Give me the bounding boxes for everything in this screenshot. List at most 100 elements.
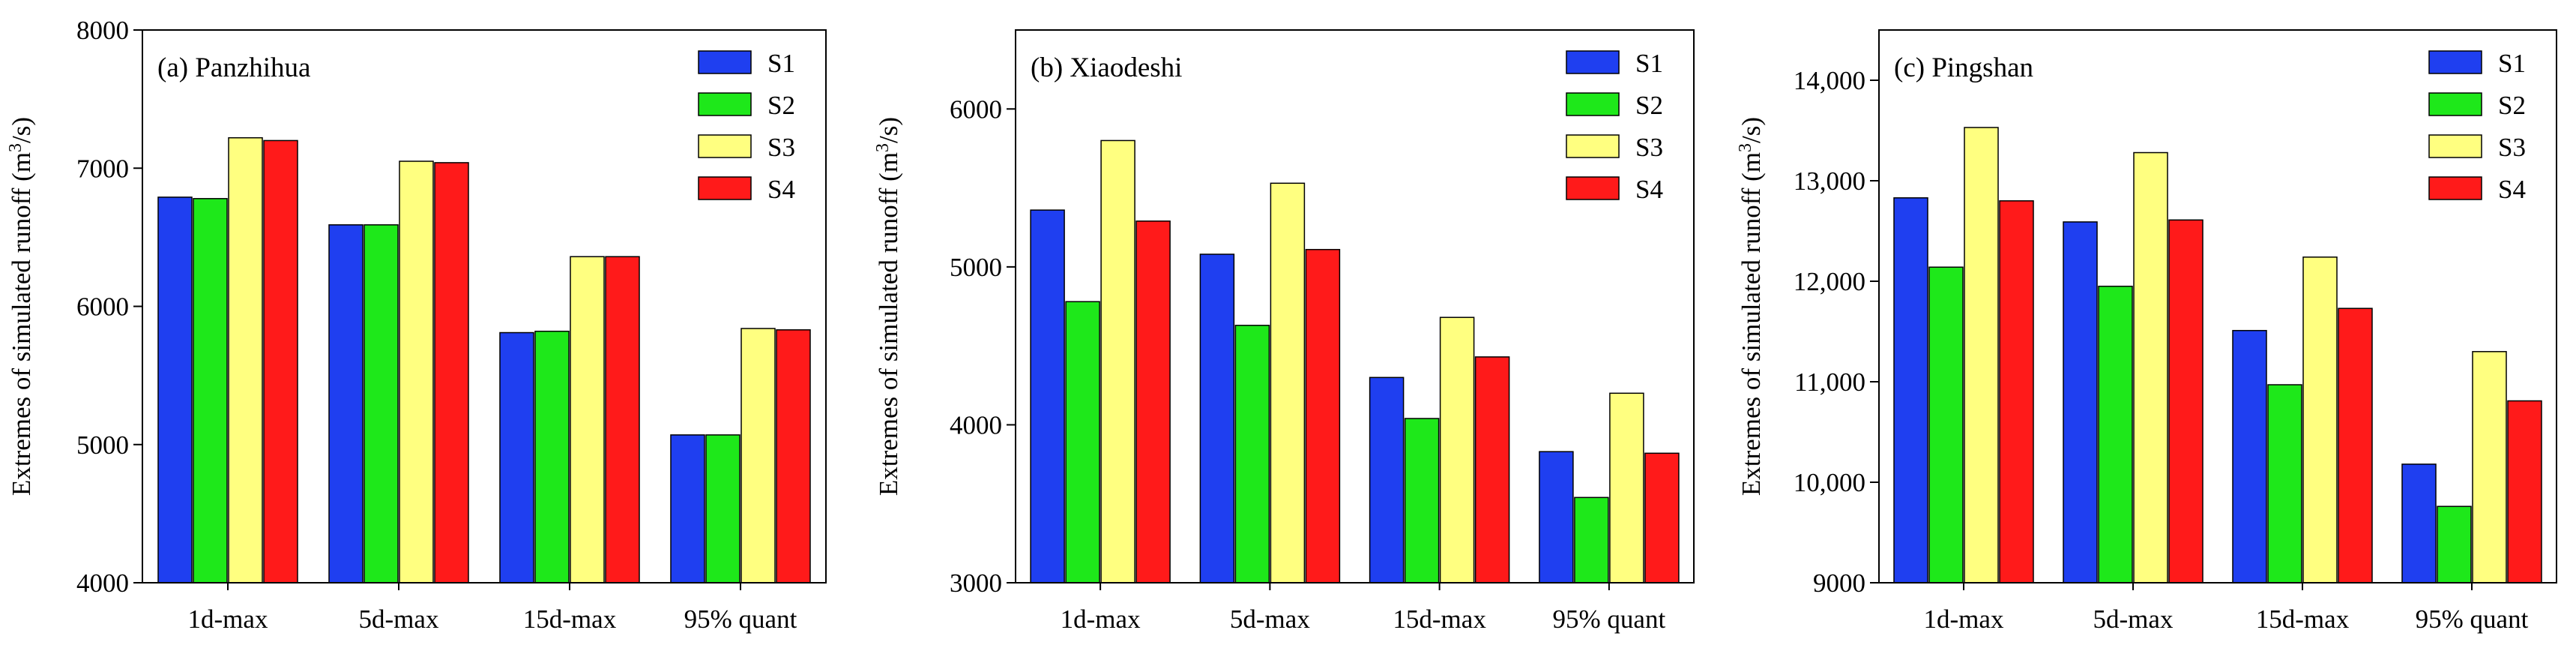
legend-swatch-s4 [2428,176,2482,200]
bar-s3-1 [1964,127,1999,584]
y-tick-label: 10,000 [1794,468,1865,497]
legend: S1 S2 S3 S4 [698,49,795,204]
x-tick-label: 5d-max [359,604,439,634]
bar-s3-4 [740,328,776,584]
bar-s1-2 [2063,221,2098,584]
y-tick-label: 3000 [950,568,1002,598]
y-axis-label: Extremes of simulated runoff (m3/s) [1736,117,1766,496]
legend-label-s2: S2 [1635,91,1663,120]
y-axis-label-unit: /s) [7,117,36,143]
legend-swatch-s3 [1566,134,1620,158]
x-tick-label: 1d-max [1924,604,2004,634]
bar-s4-2 [2168,219,2204,584]
bar-s1-2 [1199,254,1235,584]
legend-label-s2: S2 [767,91,795,120]
y-axis-label-sup: 3 [6,143,25,152]
bar-s3-2 [1270,182,1306,584]
bar-s1-3 [499,332,534,584]
legend-label-s2: S2 [2498,91,2526,120]
x-tick-label: 5d-max [1230,604,1310,634]
bar-s1-1 [157,196,193,584]
bar-s2-2 [364,224,399,584]
y-axis-label-unit: /s) [1737,117,1766,143]
bar-s3-2 [399,160,434,584]
bar-s3-3 [570,256,605,584]
panel-title: (a) Panzhihua [157,52,310,83]
legend-swatch-s1 [2428,50,2482,74]
x-tick-label: 15d-max [523,604,617,634]
bar-s3-1 [1100,140,1135,584]
bar-s1-4 [2401,464,2437,584]
y-tick-label: 14,000 [1794,66,1865,95]
bar-s3-1 [228,136,263,584]
x-tick-label: 95% quant [2416,604,2529,634]
chart-panel-3: 9000 10,000 11,000 12,000 13,000 14,000 1d-max… [1736,29,2557,634]
y-tick-label: 13,000 [1794,166,1865,196]
legend: S1 S2 S3 S4 [2428,49,2526,204]
y-tick-label: 8000 [76,16,129,45]
bar-s2-3 [1404,418,1440,584]
y-tick-label: 5000 [950,253,1002,282]
bar-s2-4 [705,434,740,584]
legend-swatch-s2 [1566,92,1620,116]
panel-title: (c) Pingshan [1894,52,2033,83]
legend-swatch-s2 [2428,92,2482,116]
bar-s1-1 [1893,197,1928,584]
bar-s3-3 [2302,256,2338,584]
bar-s2-2 [2098,285,2133,584]
plot-frame [1878,29,2557,584]
x-tick-label: 15d-max [2256,604,2350,634]
bar-s1-1 [1030,209,1065,584]
y-axis-label-unit: /s) [874,117,903,143]
bar-s4-4 [2507,400,2542,584]
bar-s3-3 [1439,316,1475,584]
bar-s2-1 [1928,266,1964,584]
legend-swatch-s4 [698,176,752,200]
y-axis-label: Extremes of simulated runoff (m3/s) [873,117,903,496]
legend-label-s4: S4 [1635,175,1663,204]
y-axis-label-sup: 3 [873,143,893,152]
legend-swatch-s1 [698,50,752,74]
y-axis-label-text: Extremes of simulated runoff (m [1737,152,1766,496]
y-tick-label: 4000 [950,410,1002,440]
legend-label-s3: S3 [2498,133,2526,162]
bar-s2-3 [2267,384,2302,584]
plot-frame [1015,29,1695,584]
panel-title: (b) Xiaodeshi [1031,52,1182,83]
x-tick-label: 5d-max [2093,604,2174,634]
legend-label-s1: S1 [767,49,795,78]
bar-s4-4 [1644,452,1680,584]
bar-s3-2 [2133,152,2168,584]
bar-s1-4 [1539,451,1574,584]
y-axis-label-text: Extremes of simulated runoff (m [874,152,903,496]
bar-s1-4 [670,434,705,584]
bar-s4-1 [1999,200,2034,584]
bar-s2-1 [1065,301,1100,584]
bar-s4-4 [776,329,811,584]
bar-s1-3 [2232,329,2267,584]
legend-label-s3: S3 [1635,133,1663,162]
chart-panel-2: 3000 4000 5000 6000 1d-max 5d-max 15d-max 95% q… [873,29,1695,634]
bar-s4-2 [434,162,469,584]
legend: S1 S2 S3 S4 [1566,49,1663,204]
bar-s4-1 [263,140,298,584]
legend-label-s3: S3 [767,133,795,162]
bar-s2-4 [2437,506,2472,584]
y-tick-label: 12,000 [1794,267,1865,296]
bar-s1-3 [1369,376,1405,584]
bar-s4-1 [1135,220,1171,584]
x-tick-label: 1d-max [188,604,268,634]
legend-label-s1: S1 [2498,49,2526,78]
legend-swatch-s3 [698,134,752,158]
bar-s4-2 [1305,248,1341,584]
bar-s4-3 [2338,308,2373,584]
bar-s4-3 [605,256,640,584]
legend-swatch-s4 [1566,176,1620,200]
y-axis-label: Extremes of simulated runoff (m3/s) [6,117,36,496]
bar-s2-1 [193,198,228,584]
bar-s4-3 [1474,356,1510,584]
bar-s2-4 [1574,496,1609,584]
y-tick-label: 6000 [950,94,1002,124]
legend-swatch-s2 [698,92,752,116]
